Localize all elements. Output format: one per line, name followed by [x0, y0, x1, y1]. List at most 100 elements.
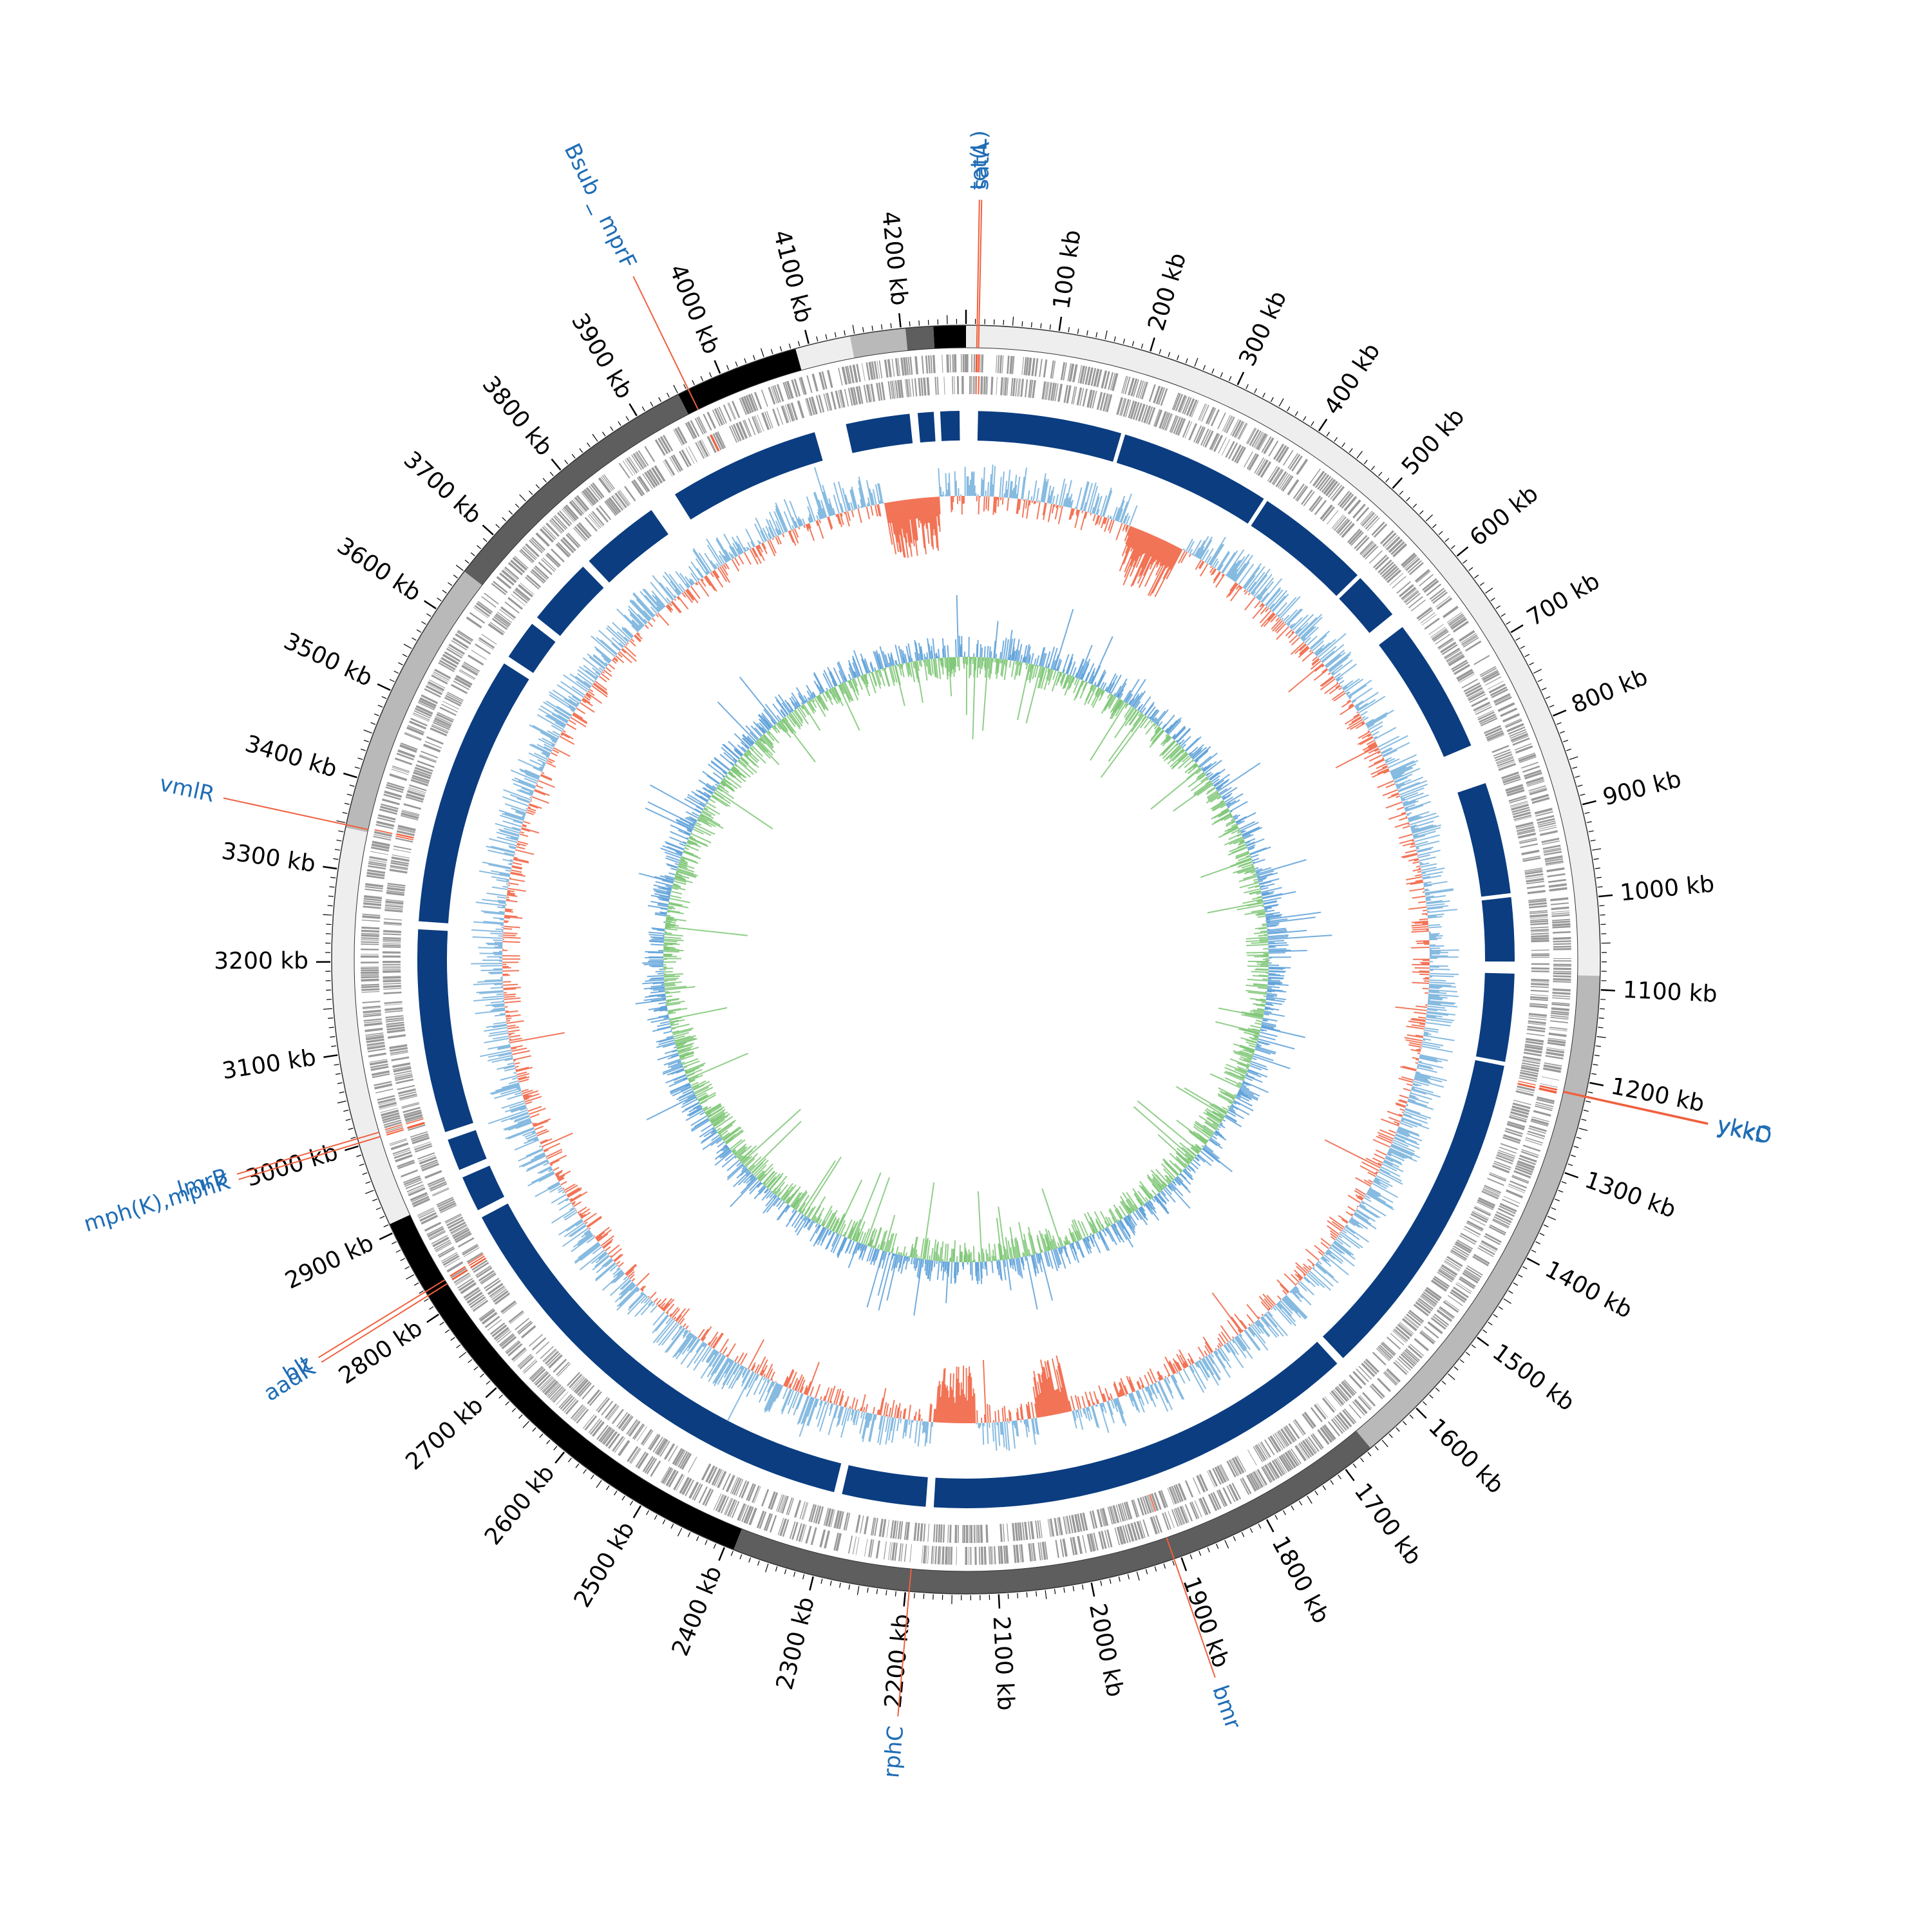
gc-content-bar — [1215, 1350, 1219, 1355]
gc-content-bar — [763, 1373, 766, 1378]
cds-feature — [387, 1034, 406, 1039]
cds-feature — [1028, 379, 1032, 398]
cds-feature — [943, 376, 945, 395]
gc-content-bar — [504, 812, 524, 820]
cds-feature — [1166, 413, 1173, 431]
gc-content-bar — [717, 1359, 733, 1385]
cds-feature — [571, 1404, 584, 1419]
cds-feature — [911, 378, 914, 397]
minor-tick — [1566, 748, 1571, 752]
cds-feature — [1218, 437, 1227, 454]
gc-content-bar — [526, 1160, 549, 1172]
minor-tick — [1249, 1528, 1253, 1533]
cds-feature — [1336, 519, 1350, 535]
gc-content-bar — [1329, 656, 1349, 673]
gc-content-bar — [755, 1374, 760, 1381]
gc-content-bar — [531, 796, 549, 804]
cds-feature — [474, 605, 490, 617]
gc-content-bar — [563, 674, 588, 693]
gc-content-bar — [1211, 1292, 1242, 1333]
cds-feature — [1280, 1428, 1293, 1445]
cds-feature — [1276, 1432, 1287, 1448]
minor-tick — [730, 1551, 734, 1556]
gc-content-bar — [515, 1066, 529, 1072]
cds-feature — [1519, 1077, 1537, 1083]
cds-feature — [428, 1179, 446, 1188]
gc-content-bar — [1345, 1211, 1353, 1217]
cds-feature — [1421, 1330, 1436, 1343]
gc-content-bar — [609, 1277, 630, 1296]
cds-feature — [477, 601, 493, 613]
cds-feature — [1177, 418, 1186, 436]
gc-content-bar — [508, 1080, 519, 1084]
gc-content-bar — [504, 852, 515, 856]
gc-content-bar — [1417, 901, 1426, 904]
gc-content-bar — [576, 707, 586, 715]
gc-content-bar — [577, 673, 593, 686]
gc-content-bar — [862, 1406, 866, 1412]
cds-feature — [1388, 538, 1403, 553]
cds-feature — [980, 1524, 983, 1543]
gc-content-bar — [1363, 1197, 1372, 1202]
gc-content-bar — [1178, 1371, 1186, 1384]
gc-content-bar — [1326, 1250, 1343, 1264]
minor-tick — [673, 384, 678, 393]
cds-feature — [1030, 1520, 1035, 1540]
gc-content-bar — [900, 1418, 902, 1424]
gc-content-bar — [518, 780, 536, 788]
major-tick — [1180, 1557, 1188, 1571]
gc-content-bar — [627, 1294, 647, 1315]
cds-feature — [626, 1419, 638, 1435]
major-tick — [1150, 337, 1155, 352]
cds-feature — [450, 1224, 467, 1234]
cds-feature — [1039, 1542, 1043, 1560]
cds-feature — [849, 365, 855, 384]
gc-content-bar — [1227, 560, 1240, 578]
minor-tick — [1341, 442, 1345, 448]
cds-feature — [1448, 655, 1465, 667]
gc-content-bar — [847, 1408, 852, 1422]
cds-feature — [1128, 400, 1135, 419]
cds-feature — [1330, 484, 1343, 500]
cds-feature — [1436, 597, 1453, 610]
cds-feature — [843, 1512, 849, 1531]
minor-tick — [1360, 1457, 1364, 1463]
cds-feature — [476, 1267, 493, 1278]
gc-content-bar — [540, 775, 553, 781]
cds-feature — [1416, 571, 1431, 583]
minor-tick — [1508, 1290, 1513, 1294]
gc-content-bar — [1153, 1383, 1159, 1394]
gc-content-bar — [1385, 1155, 1402, 1164]
cds-feature — [408, 1187, 426, 1197]
gc-content-bar — [1416, 1066, 1437, 1074]
gc-content-bar — [1041, 1374, 1050, 1416]
cds-feature — [1164, 413, 1173, 431]
gc-content-bar — [824, 1387, 830, 1402]
gc-content-bar — [527, 1106, 542, 1112]
minor-tick — [336, 820, 346, 824]
cds-feature — [383, 980, 401, 983]
gc-content-bar — [540, 705, 569, 723]
minor-tick — [421, 621, 426, 625]
cds-feature — [1420, 612, 1435, 624]
cds-feature — [1111, 1506, 1117, 1524]
cds-feature — [1494, 1213, 1512, 1224]
gc-content-bar — [524, 777, 538, 784]
gc-content-bar — [1030, 1402, 1035, 1419]
cds-feature — [970, 1524, 973, 1543]
cds-feature — [1528, 1017, 1547, 1021]
gc-content-bar — [489, 972, 503, 974]
gc-content-bar — [1248, 1327, 1256, 1336]
cds-feature — [1054, 383, 1059, 402]
gc-content-bar — [1356, 711, 1359, 714]
gc-content-bar — [542, 764, 545, 766]
cds-feature — [507, 562, 524, 576]
gc-content-bar — [512, 826, 522, 831]
gc-content-bar — [1208, 1354, 1215, 1365]
gc-content-bar — [581, 1211, 591, 1219]
cds-feature — [703, 413, 712, 431]
cds-feature — [1399, 584, 1414, 598]
gc-content-bar — [1217, 1348, 1232, 1368]
cds-feature — [1516, 1088, 1535, 1094]
gc-content-bar — [1428, 990, 1440, 992]
